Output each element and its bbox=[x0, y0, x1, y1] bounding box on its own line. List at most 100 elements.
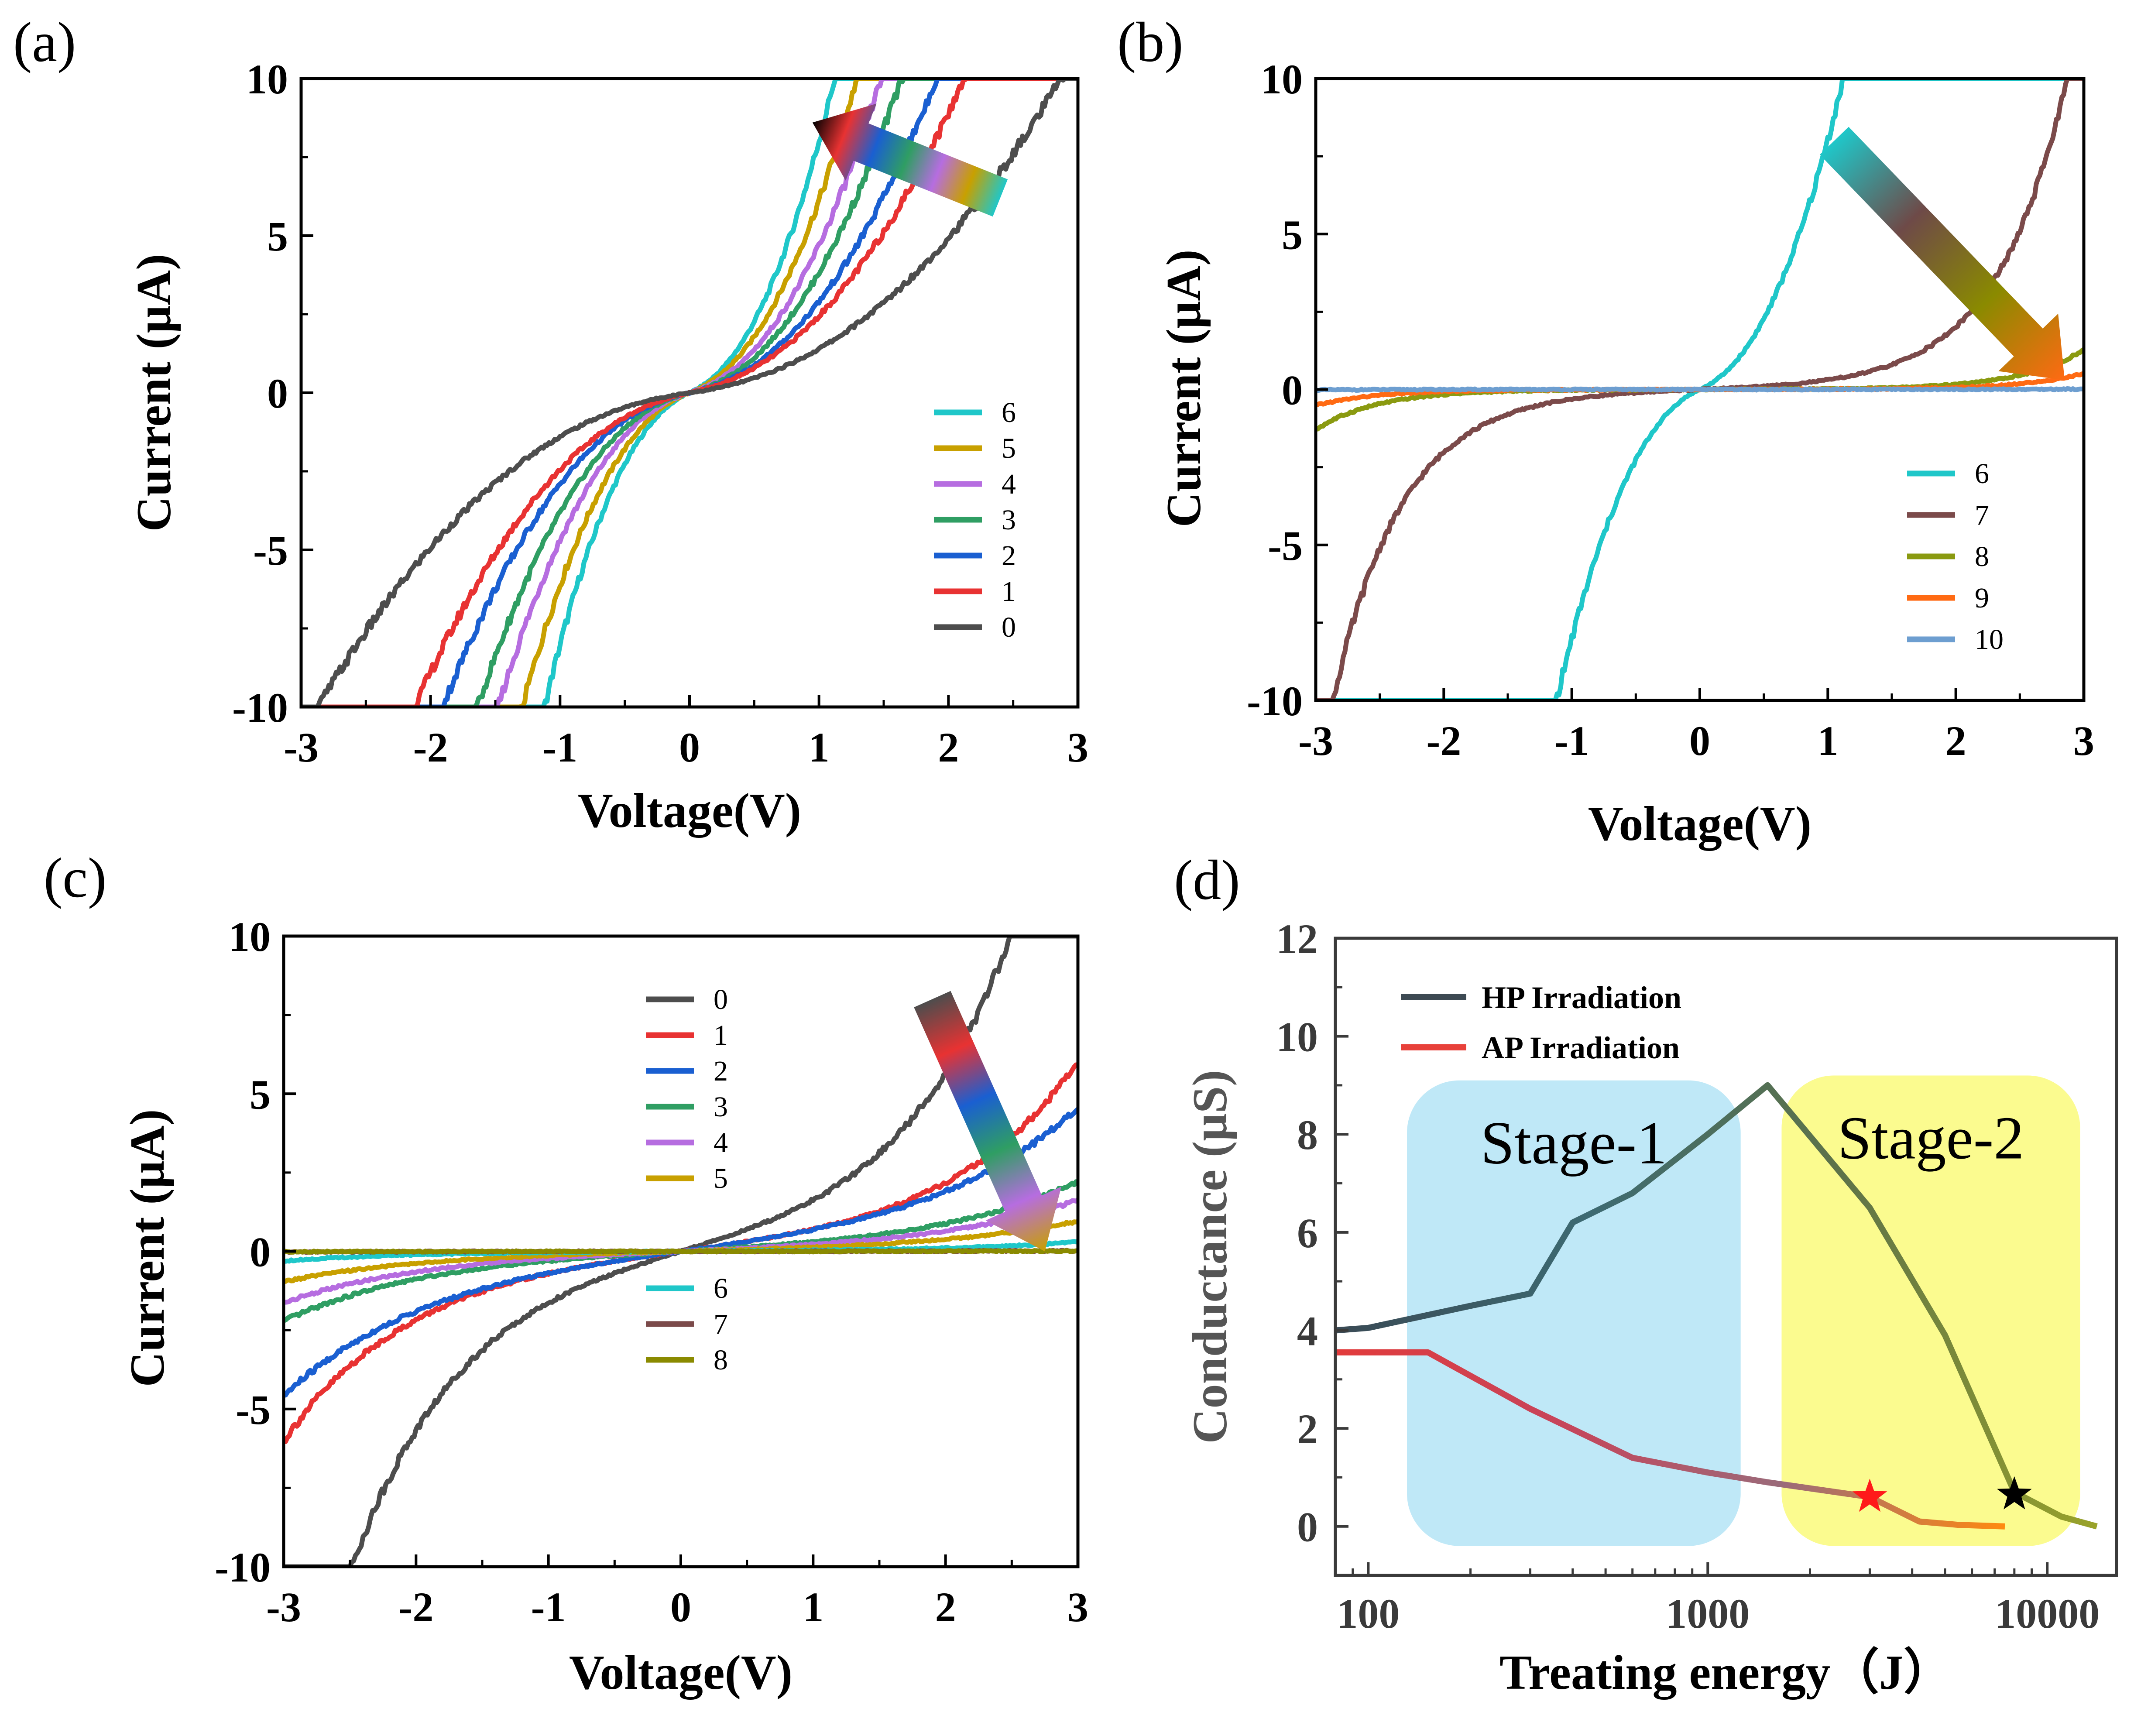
x-tick-label: 1 bbox=[809, 724, 830, 771]
legend: HP Irradiation AP Irradiation bbox=[1401, 980, 1681, 1065]
series-group bbox=[301, 79, 1078, 707]
series-group bbox=[284, 936, 1078, 1567]
x-tick-label: 100 bbox=[1337, 1590, 1400, 1637]
stage-region-1 bbox=[1407, 1080, 1741, 1546]
x-tick-label: 0 bbox=[1689, 717, 1710, 764]
y-tick-label: -10 bbox=[232, 684, 288, 731]
stage-label-2: Stage-2 bbox=[1838, 1104, 2024, 1172]
y-tick-label: 5 bbox=[250, 1071, 271, 1118]
y-tick-label: 6 bbox=[1297, 1210, 1318, 1256]
legend-label-5: 5 bbox=[1002, 432, 1016, 464]
x-tick-label: 3 bbox=[2073, 717, 2094, 764]
y-tick-label: 0 bbox=[267, 370, 288, 417]
legend-label-5: 5 bbox=[714, 1163, 728, 1194]
legend-label-2: 2 bbox=[1002, 540, 1016, 572]
x-tick-label: -1 bbox=[531, 1584, 566, 1630]
legend-label-1: 1 bbox=[714, 1019, 728, 1051]
panel-a: (a)-3 -2 -1 0 1 2 3-10-50510Voltage(V)Current … bbox=[13, 11, 1088, 838]
y-tick-label: -5 bbox=[1268, 522, 1303, 569]
x-tick-label: -2 bbox=[413, 724, 448, 771]
y-axis-title: Conductance (μS) bbox=[1183, 1070, 1237, 1444]
series-line-0 bbox=[301, 79, 1078, 707]
y-tick-label: -10 bbox=[1247, 678, 1303, 724]
legend-label-2: 2 bbox=[714, 1055, 728, 1087]
stage-label-1: Stage-1 bbox=[1481, 1109, 1667, 1177]
x-axis-title: Voltage(V) bbox=[578, 784, 801, 838]
y-tick-label: 5 bbox=[1282, 211, 1303, 258]
legend-label-8: 8 bbox=[1975, 541, 1989, 573]
y-axis-title: Current (μA) bbox=[1157, 250, 1211, 528]
legend-label-3: 3 bbox=[1002, 504, 1016, 536]
y-tick-label: 0 bbox=[250, 1229, 271, 1276]
legend-label-hp: HP Irradiation bbox=[1482, 980, 1681, 1015]
x-tick-label: 10000 bbox=[1995, 1590, 2100, 1637]
legend-label-1: 1 bbox=[1002, 576, 1016, 607]
x-tick-label: -1 bbox=[1554, 717, 1589, 764]
legend-label-10: 10 bbox=[1975, 624, 2004, 655]
x-tick-label: -3 bbox=[284, 724, 319, 771]
y-tick-label: 0 bbox=[1297, 1504, 1318, 1551]
legend-label-6: 6 bbox=[1002, 397, 1016, 429]
star-marker-1 bbox=[1852, 1479, 1887, 1512]
panel-d: (d) Stage-1 Stage-2 100 1000 10000 0 2 4 6 8 10 12 Tr… bbox=[1174, 849, 2118, 1700]
y-tick-label: 0 bbox=[1282, 367, 1303, 414]
plot-frame bbox=[1334, 937, 2118, 1577]
panel-label: (b) bbox=[1117, 11, 1184, 74]
y-tick-label: 10 bbox=[1261, 56, 1303, 103]
legend-label-6: 6 bbox=[714, 1273, 728, 1304]
y-tick-label: 5 bbox=[267, 213, 288, 260]
legend-label-0: 0 bbox=[1002, 611, 1016, 643]
legend-label-6: 6 bbox=[1975, 458, 1989, 490]
x-axis-title: Voltage(V) bbox=[1588, 797, 1811, 851]
x-tick-label: 3 bbox=[1067, 1584, 1088, 1630]
legend: 65 4 3 2 1 0 bbox=[934, 397, 1016, 643]
y-tick-label: 4 bbox=[1297, 1307, 1318, 1354]
legend-label-3: 3 bbox=[714, 1091, 728, 1123]
legend-label-9: 9 bbox=[1975, 582, 1989, 614]
x-tick-label: 2 bbox=[1945, 717, 1966, 764]
series-group bbox=[1316, 79, 2084, 700]
x-tick-label: -1 bbox=[542, 724, 577, 771]
x-axis-title: Voltage(V) bbox=[569, 1646, 793, 1700]
legend-label-0: 0 bbox=[714, 984, 728, 1016]
legend-label-8: 8 bbox=[714, 1344, 728, 1376]
y-tick-label: 12 bbox=[1276, 916, 1318, 962]
x-tick-label: 0 bbox=[670, 1584, 691, 1630]
panel-label: (a) bbox=[13, 11, 76, 74]
x-tick-label: -3 bbox=[266, 1584, 301, 1630]
x-tick-label: -2 bbox=[1426, 717, 1461, 764]
x-tick-label: 2 bbox=[938, 724, 959, 771]
x-axis-title: Treating energy（J） bbox=[1499, 1646, 1952, 1700]
x-tick-label: -2 bbox=[398, 1584, 433, 1630]
y-axis-title: Current (μA) bbox=[120, 1109, 175, 1387]
series-line-8 bbox=[284, 1248, 1078, 1255]
y-tick-label: 10 bbox=[1276, 1014, 1318, 1060]
series-line-10 bbox=[1316, 386, 2084, 393]
trend-arrow bbox=[1819, 127, 2065, 381]
legend: 6 7 8 9 10 bbox=[1907, 458, 2004, 655]
y-tick-label: 2 bbox=[1297, 1406, 1318, 1452]
legend: 01 2 3 4 5 6 7 8 bbox=[646, 984, 728, 1376]
x-tick-label: 1 bbox=[803, 1584, 823, 1630]
legend-label-7: 7 bbox=[714, 1308, 728, 1340]
trend-arrow bbox=[812, 103, 1008, 217]
y-tick-label: 10 bbox=[246, 56, 288, 103]
y-tick-label: -5 bbox=[253, 527, 288, 574]
x-tick-label: -3 bbox=[1298, 717, 1333, 764]
y-tick-label: 8 bbox=[1297, 1112, 1318, 1158]
x-tick-label: 2 bbox=[935, 1584, 956, 1630]
legend-label-4: 4 bbox=[1002, 468, 1016, 500]
star-marker-2 bbox=[1997, 1476, 2032, 1510]
panel-c: (c)-3 -2 -1 0 1 2 3-10-50510Voltage(V)Current … bbox=[44, 847, 1088, 1700]
panel-label: (c) bbox=[44, 847, 106, 909]
trend-arrow bbox=[914, 991, 1061, 1252]
legend-label-ap: AP Irradiation bbox=[1482, 1030, 1680, 1065]
x-tick-label: 0 bbox=[679, 724, 700, 771]
legend-label-7: 7 bbox=[1975, 499, 1989, 531]
y-tick-label: -5 bbox=[236, 1386, 271, 1433]
series-line-ap bbox=[1335, 1349, 2005, 1530]
y-axis-title: Current (μA) bbox=[127, 254, 181, 532]
panel-b: (b)-3 -2 -1 0 1 2 3-10-50510Voltage(V)Current … bbox=[1117, 11, 2094, 851]
y-tick-label: -10 bbox=[215, 1544, 271, 1591]
